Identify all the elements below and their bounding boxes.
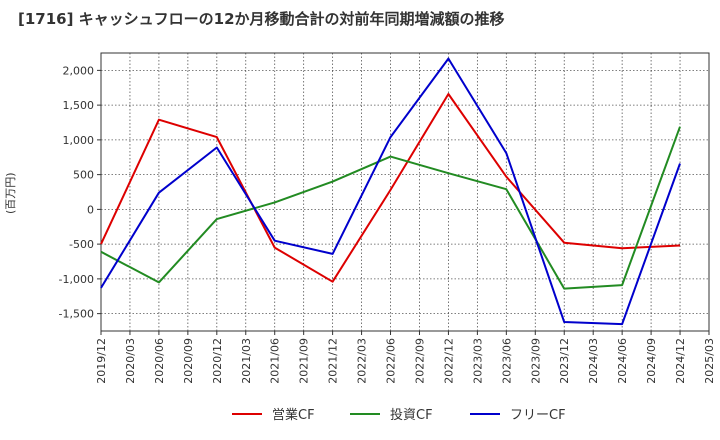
y-tick-label: -1,500	[59, 308, 94, 321]
plot-frame	[100, 52, 710, 332]
y-tick-label: 1,000	[63, 134, 95, 147]
x-tick-label: 2023/03	[471, 338, 484, 384]
x-tick-label: 2021/12	[327, 338, 340, 384]
x-tick-label: 2024/12	[674, 338, 687, 384]
legend-label: フリーCF	[510, 408, 566, 423]
x-tick-label: 2021/09	[298, 338, 311, 384]
x-tick-label: 2022/12	[442, 338, 455, 384]
x-tick-label: 2022/06	[385, 338, 398, 384]
grid-lines	[100, 53, 710, 331]
y-tick-label: 1,500	[63, 99, 95, 112]
x-tick-label: 2019/12	[95, 338, 108, 384]
x-tick-label: 2024/09	[645, 338, 658, 384]
y-tick-label: -500	[69, 238, 94, 251]
x-tick-label: 2023/06	[500, 338, 513, 384]
series-line-投資CF	[100, 126, 681, 290]
y-tick-label: 500	[73, 169, 94, 182]
y-axis-ticks: -1,500 -1,000 -500 0 500 1,000 1,500 2,000	[59, 64, 101, 321]
legend-label: 投資CF	[390, 407, 433, 423]
legend: 営業CF 投資CF フリーCF	[232, 407, 566, 423]
x-tick-label: 2023/09	[529, 338, 542, 384]
chart-title: [1716] キャッシュフローの12か月移動合計の対前年同期増減額の推移	[18, 10, 505, 28]
x-tick-label: 2020/09	[182, 338, 195, 384]
x-tick-label: 2020/06	[153, 338, 166, 384]
x-tick-label: 2020/12	[211, 338, 224, 384]
series-line-営業CF	[100, 93, 681, 283]
x-axis-ticks: 2019/12 2020/03 2020/06 2020/09 2020/12 2021/…	[95, 331, 716, 384]
x-tick-label: 2024/06	[616, 338, 629, 384]
y-tick-label: -1,000	[59, 273, 94, 286]
x-tick-label: 2024/03	[587, 338, 600, 384]
x-tick-label: 2020/03	[124, 338, 137, 384]
x-tick-label: 2022/03	[356, 338, 369, 384]
x-tick-label: 2021/06	[269, 338, 282, 384]
y-tick-label: 2,000	[63, 64, 95, 77]
x-tick-label: 2022/09	[413, 338, 426, 384]
y-tick-label: 0	[87, 203, 94, 216]
series-lines	[100, 57, 681, 326]
x-tick-label: 2025/03	[703, 338, 716, 384]
legend-label: 営業CF	[272, 407, 315, 423]
x-tick-label: 2023/12	[558, 338, 571, 384]
x-tick-label: 2021/03	[240, 338, 253, 384]
series-line-フリーCF	[100, 57, 681, 326]
